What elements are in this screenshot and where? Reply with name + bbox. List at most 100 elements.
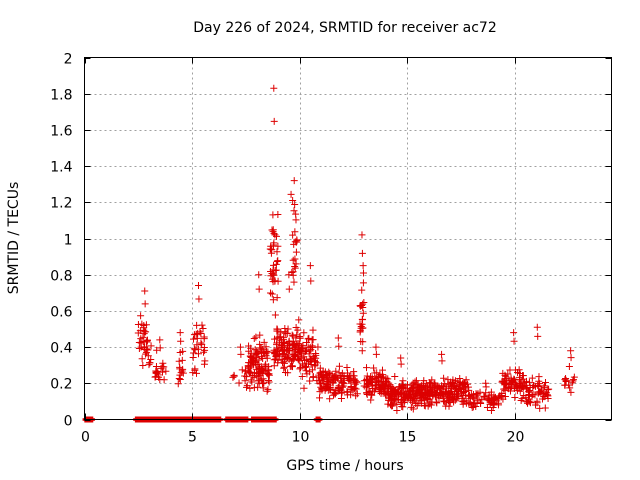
data-point (274, 347, 282, 355)
data-point (525, 397, 533, 405)
data-point (160, 376, 168, 384)
data-point (195, 295, 203, 303)
data-point (284, 369, 292, 377)
data-point (156, 336, 164, 344)
data-point (450, 398, 458, 406)
data-point (241, 372, 249, 380)
data-point (359, 279, 367, 287)
data-point (384, 375, 392, 383)
data-point (159, 359, 167, 367)
data-point (330, 388, 338, 396)
y-tick-label: 1.4 (50, 160, 72, 176)
data-point (561, 381, 569, 389)
data-point (190, 345, 198, 353)
data-point (156, 344, 164, 352)
data-point (510, 329, 518, 337)
data-point (569, 376, 577, 384)
data-point (243, 383, 251, 391)
data-point (343, 388, 351, 396)
data-point (284, 353, 292, 361)
data-point (495, 401, 503, 409)
data-point (275, 333, 283, 341)
data-point (176, 329, 184, 337)
data-point (377, 390, 385, 398)
data-point (270, 239, 278, 247)
data-point (542, 378, 550, 386)
data-point (263, 354, 271, 362)
data-point (525, 390, 533, 398)
data-point (458, 394, 466, 402)
data-point (274, 257, 282, 265)
data-point (532, 382, 540, 390)
data-point (293, 237, 301, 245)
data-point (238, 366, 246, 374)
data-point (532, 401, 540, 409)
data-point (332, 372, 340, 380)
data-point (300, 329, 308, 337)
data-point (523, 377, 531, 385)
data-point (368, 374, 376, 382)
data-point (334, 334, 342, 342)
data-point (491, 393, 499, 401)
data-point (391, 372, 399, 380)
data-point (256, 331, 264, 339)
data-point (339, 379, 347, 387)
y-tick-label: 1.8 (50, 88, 72, 104)
data-point (274, 359, 282, 367)
data-point (201, 357, 209, 365)
data-point (459, 398, 467, 406)
data-point (460, 379, 468, 387)
data-point (137, 312, 145, 320)
data-point (197, 330, 205, 338)
data-point (440, 374, 448, 382)
data-point (567, 354, 575, 362)
data-point (250, 334, 258, 342)
data-point (359, 300, 367, 308)
data-point (308, 366, 316, 374)
y-tick-label: 0.4 (50, 341, 72, 357)
data-point (350, 379, 358, 387)
data-point (428, 386, 436, 394)
data-point (335, 362, 343, 370)
data-point (438, 357, 446, 365)
data-point (386, 390, 394, 398)
data-point (301, 364, 309, 372)
data-point (445, 402, 453, 410)
data-point (384, 400, 392, 408)
data-point (280, 333, 288, 341)
data-point (424, 402, 432, 410)
y-tick-label: 2 (64, 52, 73, 68)
data-point (285, 338, 293, 346)
data-point (321, 368, 329, 376)
data-point (391, 386, 399, 394)
data-point (179, 369, 187, 377)
data-point (399, 382, 407, 390)
data-point (290, 278, 298, 286)
data-point (310, 357, 318, 365)
data-point (200, 333, 208, 341)
data-point (294, 355, 302, 363)
data-point (536, 388, 544, 396)
data-point (545, 385, 553, 393)
data-point (305, 334, 313, 342)
data-point (314, 343, 322, 351)
data-point (303, 338, 311, 346)
data-point (196, 328, 204, 336)
data-point (442, 383, 450, 391)
data-point (368, 391, 376, 399)
data-point (179, 347, 187, 355)
data-point (265, 378, 273, 386)
data-point (245, 347, 253, 355)
data-point (372, 350, 380, 358)
data-point (405, 390, 413, 398)
data-point (301, 356, 309, 364)
data-point (147, 356, 155, 364)
data-point (259, 375, 267, 383)
data-point (178, 356, 186, 364)
y-tick-label: 1.2 (50, 196, 72, 212)
data-point (306, 347, 314, 355)
data-point (291, 255, 299, 263)
data-point (511, 394, 519, 402)
data-point (331, 390, 339, 398)
data-point (262, 343, 270, 351)
